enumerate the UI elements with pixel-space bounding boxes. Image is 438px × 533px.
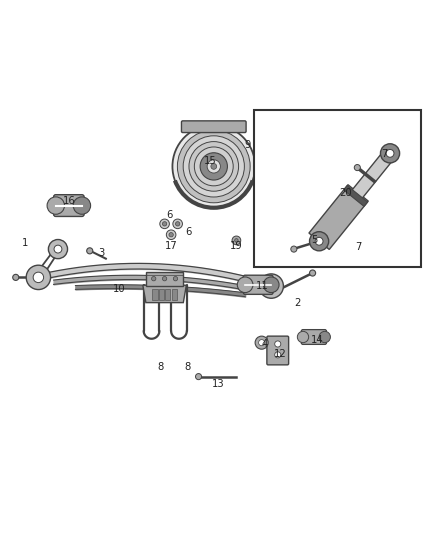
Circle shape [54, 245, 62, 253]
Circle shape [237, 277, 253, 293]
Text: 11: 11 [256, 281, 269, 291]
Bar [165, 289, 170, 300]
Circle shape [162, 222, 167, 226]
Circle shape [26, 265, 50, 289]
Circle shape [354, 165, 360, 171]
Bar [146, 272, 183, 286]
Text: 2: 2 [294, 298, 300, 309]
Text: 4: 4 [261, 339, 268, 349]
Circle shape [173, 125, 255, 208]
Circle shape [386, 149, 394, 157]
Circle shape [195, 374, 201, 379]
Bar [152, 289, 158, 300]
Circle shape [266, 281, 276, 292]
Circle shape [194, 147, 233, 186]
Circle shape [235, 239, 238, 242]
Text: 6: 6 [166, 210, 172, 220]
Text: 7: 7 [381, 149, 388, 159]
Circle shape [315, 237, 323, 245]
Circle shape [310, 270, 316, 276]
Circle shape [258, 340, 265, 346]
Text: 1: 1 [22, 238, 28, 247]
Text: 8: 8 [157, 362, 163, 373]
Circle shape [259, 274, 283, 298]
Text: 5: 5 [311, 236, 318, 245]
FancyBboxPatch shape [267, 336, 289, 365]
Polygon shape [309, 185, 368, 249]
Circle shape [319, 332, 330, 343]
Circle shape [33, 272, 44, 282]
Circle shape [207, 160, 220, 173]
Text: 16: 16 [63, 196, 75, 206]
Text: 19: 19 [230, 240, 243, 251]
Circle shape [183, 136, 244, 197]
Circle shape [310, 232, 328, 251]
Text: 12: 12 [274, 350, 286, 359]
Circle shape [291, 246, 297, 252]
Circle shape [177, 130, 250, 203]
Bar [159, 289, 164, 300]
Circle shape [200, 153, 227, 180]
Circle shape [297, 332, 309, 343]
Circle shape [275, 352, 281, 358]
Circle shape [166, 230, 176, 239]
Circle shape [13, 274, 19, 280]
Polygon shape [344, 185, 367, 206]
FancyBboxPatch shape [301, 329, 326, 344]
FancyBboxPatch shape [53, 195, 84, 216]
Circle shape [152, 277, 156, 281]
Circle shape [275, 341, 281, 347]
Circle shape [232, 236, 241, 245]
Text: 10: 10 [113, 284, 125, 294]
Circle shape [381, 144, 399, 163]
Text: 15: 15 [204, 156, 217, 166]
Text: 6: 6 [185, 227, 192, 237]
Polygon shape [350, 149, 395, 201]
Circle shape [189, 142, 239, 191]
Bar [254, 110, 421, 266]
Text: 8: 8 [184, 362, 191, 373]
Polygon shape [143, 285, 186, 303]
Circle shape [263, 277, 279, 293]
Text: 14: 14 [311, 335, 323, 345]
Circle shape [47, 197, 64, 214]
Text: 20: 20 [339, 188, 352, 198]
Text: 9: 9 [244, 140, 251, 150]
Circle shape [176, 222, 180, 226]
Circle shape [211, 164, 217, 169]
Circle shape [48, 239, 67, 259]
Circle shape [169, 232, 173, 237]
FancyBboxPatch shape [181, 121, 246, 133]
Bar [172, 289, 177, 300]
Circle shape [160, 219, 170, 229]
Text: 3: 3 [99, 248, 105, 259]
Circle shape [87, 248, 93, 254]
Circle shape [73, 197, 91, 214]
Circle shape [173, 277, 178, 281]
Text: 7: 7 [355, 242, 361, 252]
Circle shape [255, 336, 268, 349]
Text: 17: 17 [165, 240, 177, 251]
Text: 13: 13 [212, 379, 224, 389]
Circle shape [162, 277, 167, 281]
Circle shape [173, 219, 183, 229]
FancyBboxPatch shape [244, 275, 273, 294]
